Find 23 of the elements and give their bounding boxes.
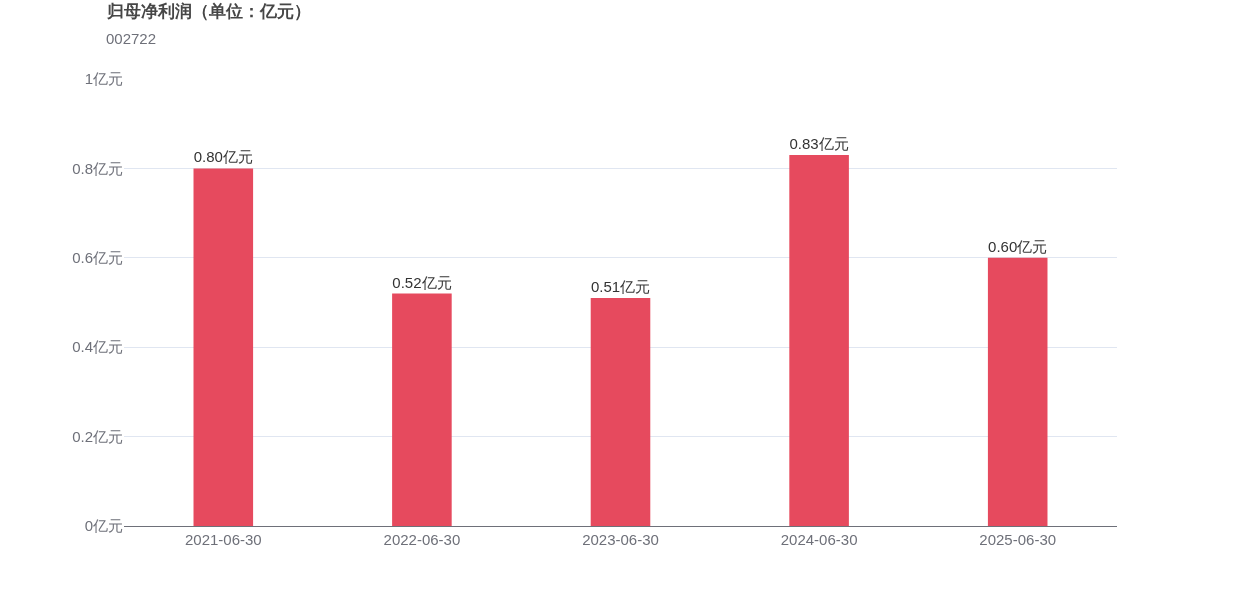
data-label: 0.83亿元: [789, 134, 849, 152]
data-label: 0.52亿元: [392, 273, 452, 291]
x-tick-label: 2022-06-30: [383, 531, 461, 548]
bar: [789, 154, 849, 526]
y-tick-label: 0.2亿元: [72, 427, 123, 445]
y-tick-label: 0.4亿元: [72, 338, 123, 356]
y-tick-label: 0.8亿元: [72, 159, 123, 177]
bar: [987, 257, 1048, 526]
bar: [590, 298, 651, 526]
data-label: 0.60亿元: [988, 237, 1048, 255]
data-label: 0.80亿元: [193, 148, 253, 166]
data-label: 0.51亿元: [590, 278, 651, 296]
chart-subtitle: 002722: [106, 30, 157, 47]
x-tick-label: 2021-06-30: [184, 531, 262, 548]
chart-title: 归母净利润（单位：亿元）: [106, 2, 311, 21]
bar: [193, 168, 254, 526]
y-tick-label: 0.6亿元: [72, 249, 123, 267]
x-tick-label: 2025-06-30: [979, 531, 1057, 548]
y-tick-label: 1亿元: [84, 70, 123, 88]
x-tick-label: 2024-06-30: [780, 531, 858, 548]
x-tick-label: 2023-06-30: [582, 531, 659, 548]
y-tick-label: 0亿元: [84, 517, 123, 535]
bar: [392, 293, 452, 526]
